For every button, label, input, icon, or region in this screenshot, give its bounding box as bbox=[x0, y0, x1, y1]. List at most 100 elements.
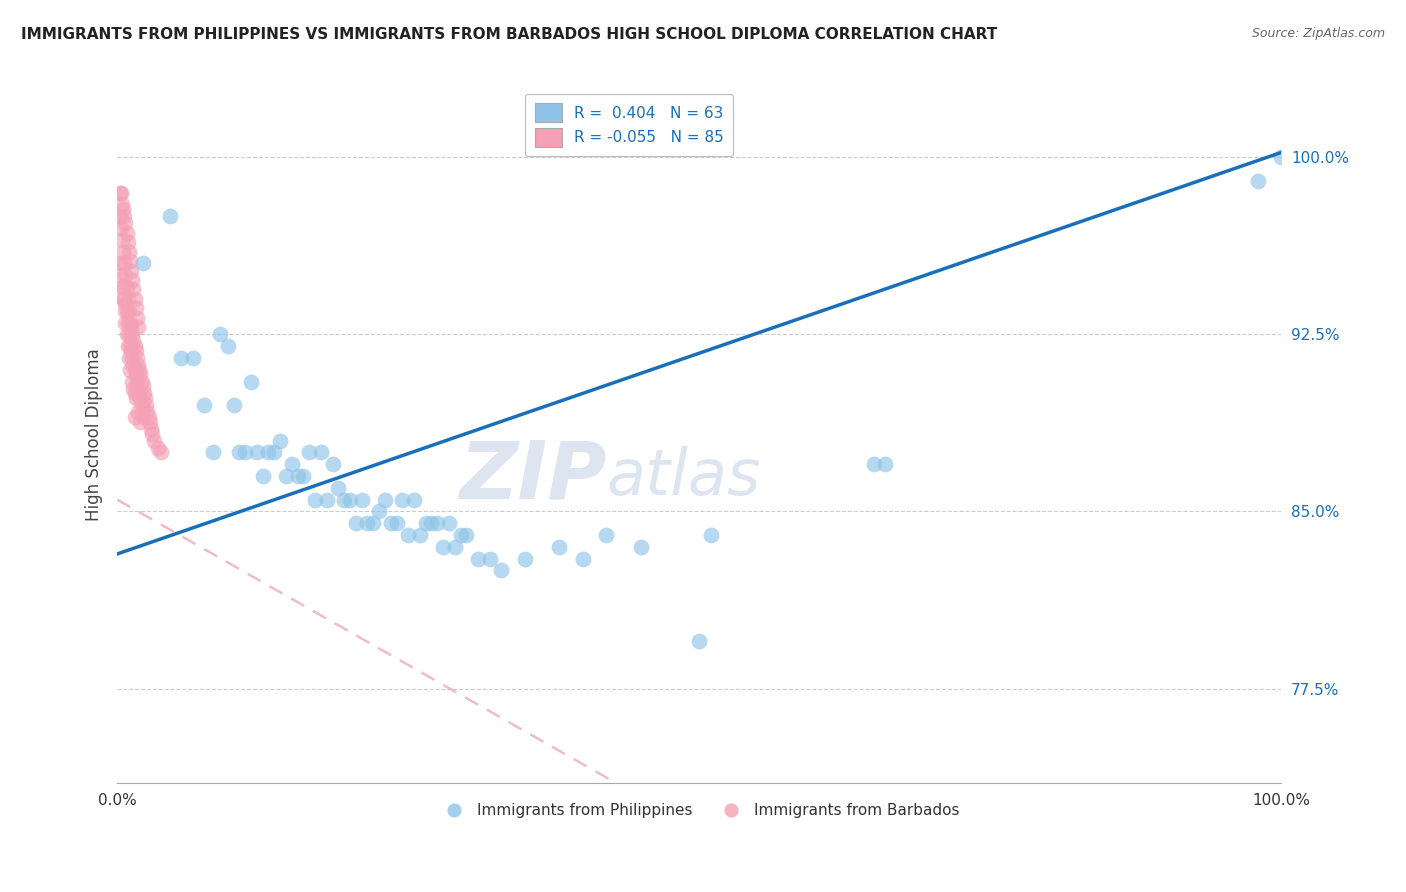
Point bbox=[114, 268, 136, 283]
Point bbox=[121, 327, 143, 342]
Point bbox=[135, 398, 157, 412]
Point bbox=[118, 316, 141, 330]
Point bbox=[115, 280, 138, 294]
Point bbox=[368, 504, 391, 518]
Point bbox=[124, 386, 146, 401]
Point bbox=[274, 469, 297, 483]
Point bbox=[252, 469, 274, 483]
Point bbox=[415, 516, 437, 531]
Point bbox=[875, 457, 897, 471]
Point bbox=[112, 209, 135, 223]
Point bbox=[339, 492, 361, 507]
Point bbox=[125, 368, 148, 382]
Point bbox=[333, 492, 356, 507]
Point bbox=[118, 351, 141, 365]
Point bbox=[122, 334, 145, 349]
Point bbox=[328, 481, 350, 495]
Point bbox=[118, 254, 141, 268]
Point bbox=[118, 339, 141, 353]
Point bbox=[281, 457, 304, 471]
Point bbox=[571, 551, 593, 566]
Point bbox=[121, 351, 143, 365]
Point bbox=[309, 445, 332, 459]
Point bbox=[217, 339, 239, 353]
Point bbox=[128, 386, 150, 401]
Point bbox=[595, 528, 617, 542]
Point bbox=[170, 351, 193, 365]
Point bbox=[443, 540, 465, 554]
Point bbox=[456, 528, 478, 542]
Point bbox=[118, 363, 141, 377]
Text: atlas: atlas bbox=[606, 445, 761, 508]
Point bbox=[127, 320, 149, 334]
Point bbox=[125, 310, 148, 325]
Point bbox=[121, 375, 143, 389]
Point bbox=[117, 235, 139, 250]
Point bbox=[128, 363, 150, 377]
Point bbox=[125, 375, 148, 389]
Point bbox=[269, 434, 291, 448]
Point bbox=[132, 256, 155, 270]
Point bbox=[402, 492, 425, 507]
Point bbox=[159, 209, 181, 223]
Point bbox=[129, 368, 152, 382]
Point bbox=[391, 492, 413, 507]
Point bbox=[292, 469, 315, 483]
Point bbox=[688, 634, 710, 648]
Point bbox=[115, 327, 138, 342]
Point bbox=[240, 375, 263, 389]
Point bbox=[117, 339, 139, 353]
Point bbox=[208, 327, 231, 342]
Point bbox=[146, 441, 169, 455]
Point bbox=[114, 316, 136, 330]
Point bbox=[233, 445, 256, 459]
Point bbox=[114, 216, 136, 230]
Point bbox=[862, 457, 884, 471]
Point bbox=[304, 492, 326, 507]
Point bbox=[246, 445, 269, 459]
Point bbox=[120, 263, 142, 277]
Point bbox=[700, 528, 723, 542]
Point bbox=[122, 382, 145, 396]
Point bbox=[110, 221, 132, 235]
Point bbox=[127, 358, 149, 372]
Point bbox=[426, 516, 449, 531]
Point bbox=[409, 528, 432, 542]
Point bbox=[150, 445, 173, 459]
Point bbox=[491, 564, 513, 578]
Point bbox=[181, 351, 204, 365]
Legend: Immigrants from Philippines, Immigrants from Barbados: Immigrants from Philippines, Immigrants … bbox=[433, 797, 966, 824]
Point bbox=[467, 551, 489, 566]
Point bbox=[138, 409, 160, 424]
Point bbox=[108, 186, 131, 200]
Point bbox=[513, 551, 536, 566]
Point bbox=[112, 292, 135, 306]
Point bbox=[129, 415, 152, 429]
Point bbox=[115, 303, 138, 318]
Point bbox=[118, 327, 141, 342]
Point bbox=[114, 296, 136, 310]
Point bbox=[141, 426, 163, 441]
Point bbox=[121, 273, 143, 287]
Point bbox=[136, 405, 159, 419]
Point bbox=[132, 403, 155, 417]
Point bbox=[111, 292, 134, 306]
Point bbox=[111, 197, 134, 211]
Point bbox=[380, 516, 402, 531]
Point bbox=[134, 391, 156, 405]
Point bbox=[108, 209, 131, 223]
Point bbox=[131, 375, 153, 389]
Point bbox=[118, 244, 141, 259]
Point bbox=[478, 551, 501, 566]
Point bbox=[432, 540, 454, 554]
Point bbox=[374, 492, 396, 507]
Point bbox=[344, 516, 367, 531]
Point bbox=[139, 422, 162, 436]
Point bbox=[124, 409, 146, 424]
Point bbox=[420, 516, 443, 531]
Point bbox=[122, 283, 145, 297]
Point bbox=[132, 379, 155, 393]
Point bbox=[122, 358, 145, 372]
Point bbox=[1247, 174, 1270, 188]
Point bbox=[263, 445, 285, 459]
